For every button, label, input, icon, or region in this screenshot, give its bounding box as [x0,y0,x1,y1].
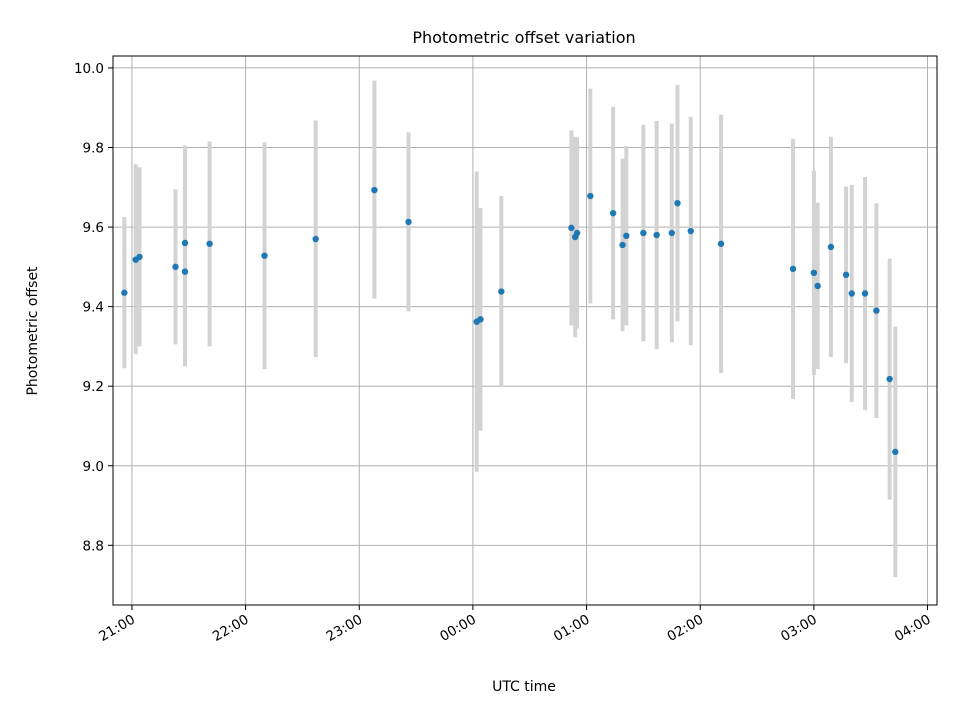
x-tick-label: 02:00 [665,612,707,645]
data-points [121,186,899,456]
data-point [886,375,893,383]
y-tick-label: 9.0 [83,459,104,475]
data-point [827,243,835,251]
x-tick-label: 04:00 [892,612,934,645]
data-point [653,231,660,239]
x-tick-label: 21:00 [96,612,138,645]
y-tick-label: 9.6 [83,220,104,236]
plot-frame [112,55,938,606]
data-point [498,288,505,295]
y-tick-label: 10.0 [74,61,104,77]
data-point [623,232,630,240]
data-point [121,289,128,296]
y-tick-label: 9.8 [83,141,104,157]
y-axis-label: Photometric offset [25,266,41,396]
y-ticks: 8.8 9.0 9.2 9.4 9.6 9.8 10.0 [74,61,113,554]
data-point [587,192,594,200]
data-point [674,199,681,207]
y-tick-label: 9.4 [83,300,104,316]
chart-title: Photometric offset variation [412,28,635,47]
data-point [814,282,821,290]
data-point [573,229,581,237]
grid [113,56,937,605]
data-point [668,229,676,237]
data-point [136,253,143,261]
data-point [789,265,797,273]
data-point [261,252,268,259]
data-point [640,229,647,237]
data-point [687,227,694,235]
data-point [206,240,213,247]
data-point [861,290,869,297]
x-tick-label: 01:00 [551,612,593,645]
errorbars [122,80,898,578]
data-point [619,241,626,249]
x-tick-label: 00:00 [437,612,479,645]
x-axis-label: UTC time [492,679,556,695]
data-point [405,218,412,226]
data-point [477,316,484,323]
data-point [181,268,189,275]
data-point [172,263,179,271]
data-point [892,448,899,456]
x-tick-label: 23:00 [324,612,366,645]
x-tick-label: 03:00 [778,612,820,645]
data-point [717,240,725,247]
y-tick-label: 9.2 [83,379,104,395]
data-point [312,235,319,243]
y-tick-label: 8.8 [83,538,104,554]
data-point [609,209,617,217]
data-point [568,224,575,232]
data-point [842,271,850,279]
data-point [873,307,880,314]
data-point [810,269,818,277]
x-tick-label: 22:00 [210,612,252,645]
data-point [181,239,189,247]
data-point [371,186,378,194]
x-ticks: 21:00 22:00 23:00 00:00 01:00 02:00 03:00 04:00 [96,605,934,645]
data-point [848,290,855,297]
